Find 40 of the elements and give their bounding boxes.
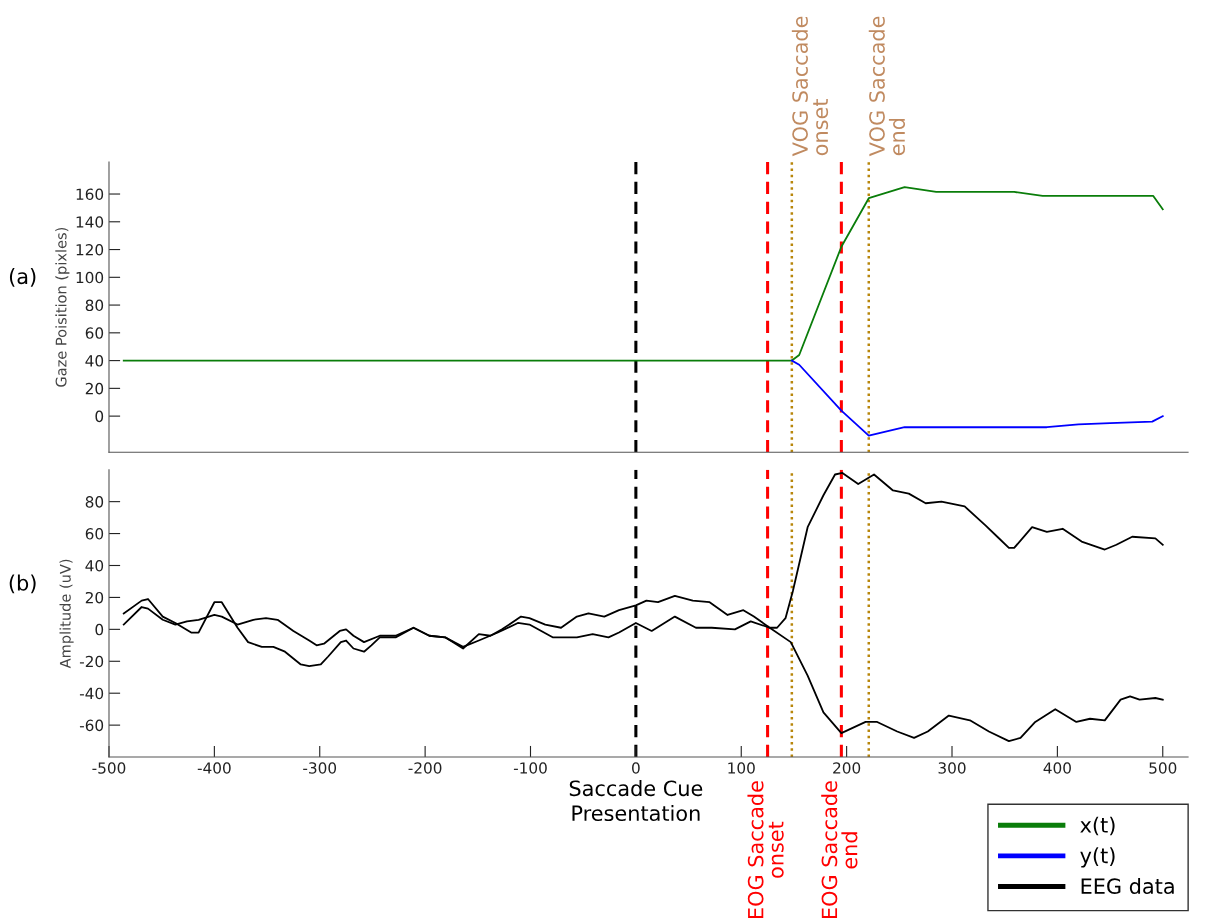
ref-line-label: EOG Saccade end <box>821 781 858 919</box>
y-tick-label: 120 <box>76 244 104 256</box>
x-tick-label: -400 <box>197 762 231 774</box>
y-tick-label: 0 <box>95 623 104 636</box>
y-tick-label: 20 <box>85 591 104 604</box>
y-tick-label: 60 <box>85 327 104 339</box>
y-tick-label: -60 <box>79 719 104 732</box>
y-tick-label: 0 <box>95 410 104 423</box>
y-tick-label: 80 <box>85 299 104 312</box>
x-tick-label: 300 <box>938 762 966 774</box>
y-tick-label: 160 <box>76 188 104 201</box>
ref-line-label: EOG Saccade onset <box>747 781 784 919</box>
y-tick-label: 80 <box>85 496 104 508</box>
y-tick-label: 40 <box>85 559 104 572</box>
x-tick-label: 500 <box>1149 762 1177 774</box>
x-tick-label: -100 <box>513 762 547 774</box>
x-tick-label: 100 <box>728 762 755 774</box>
text: (a) <box>9 268 36 287</box>
y-tick-label: 100 <box>76 271 104 284</box>
legend-label: x(t) <box>1080 816 1115 836</box>
y-tick-label: 20 <box>85 382 104 395</box>
y-tick-label: 40 <box>85 355 104 367</box>
ref-line-label: VOG Saccade end <box>868 16 906 157</box>
ref-line-label: Saccade Cue Presentation <box>569 780 703 822</box>
legend-label: y(t) <box>1080 847 1115 868</box>
x-tick-label: 200 <box>833 762 861 774</box>
y-tick-label: 60 <box>85 528 104 540</box>
y-axis-title: Gaze Poisition (pixles) <box>55 227 70 387</box>
legend-label: EEG data <box>1081 877 1174 895</box>
x-tick-label: -200 <box>408 762 442 774</box>
y-tick-label: -40 <box>79 687 104 700</box>
text: (b) <box>9 574 36 594</box>
ref-line-label: VOG Saccade onset <box>791 16 829 157</box>
y-axis-title: Amplitude (uV) <box>59 559 74 669</box>
x-tick-label: -300 <box>303 762 337 774</box>
x-tick-label: -500 <box>92 762 126 774</box>
y-tick-label: -20 <box>79 655 104 668</box>
x-tick-label: 0 <box>632 762 640 774</box>
x-tick-label: 400 <box>1043 762 1071 774</box>
y-tick-label: 140 <box>76 216 104 228</box>
